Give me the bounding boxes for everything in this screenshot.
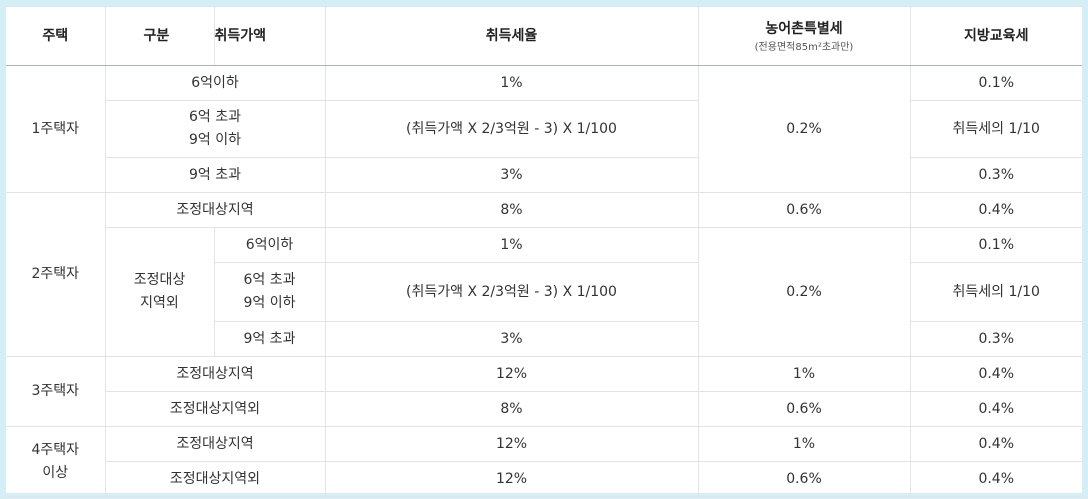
cell: 12% [324, 356, 699, 392]
cell: (취득가액 X 2/3억원 - 3) X 1/100 [324, 100, 699, 158]
row: 6억 초과 9억 이하 (취득가액 X 2/3억원 - 3) X 1/100 취… [6, 100, 1082, 158]
cell: 6억이하 [104, 65, 326, 101]
cell: 4주택자 이상 [6, 426, 106, 497]
header-cell: 취득세율 [324, 6, 699, 66]
row: 조정대상 지역외 6억이하 1% 0.2% 0.1% [6, 227, 1082, 357]
cell: 0.1% [909, 227, 1082, 263]
row: 조정대상지역외 8% 0.6% 0.4% [6, 391, 1082, 427]
cell: 0.6% [697, 192, 911, 228]
cell: 1% [324, 65, 699, 101]
row: 1주택자 6억이하 1% 0.2% 0.1% [6, 65, 1082, 193]
cell: 0.4% [909, 356, 1082, 392]
cell: 0.2% [697, 65, 911, 193]
cell: 8% [324, 192, 699, 228]
cell: 3% [324, 321, 699, 357]
header-text: 농어촌특별세 [765, 20, 843, 37]
header-cell: 구분 [104, 6, 215, 66]
cell: 0.6% [697, 391, 911, 427]
cell: 3주택자 [6, 356, 106, 427]
cell: 0.4% [909, 461, 1082, 497]
cell: 6억이하 [213, 227, 326, 263]
cell: 취득세의 1/10 [909, 100, 1082, 158]
cell: 조정대상지역 [104, 426, 326, 462]
header-row: 주택 구분 취득가액 취득세율 농어촌특별세 (전용면적85m²초과만) 지방교육… [6, 6, 1082, 66]
cell: 6억 초과 9억 이하 [105, 100, 326, 158]
row: 9억 초과 3% 0.3% [6, 157, 1082, 193]
header-cell: 농어촌특별세 (전용면적85m²초과만) [697, 6, 911, 66]
cell: 1% [697, 426, 911, 462]
row: 4주택자 이상 조정대상지역 12% 1% 0.4% [6, 426, 1082, 497]
row: 2주택자 조정대상지역 8% 0.6% 0.4% [6, 192, 1082, 357]
cell: (취득가액 X 2/3억원 - 3) X 1/100 [324, 262, 699, 322]
cell: 0.3% [909, 321, 1082, 357]
header-cell: 취득가액 [213, 6, 326, 66]
cell: 12% [324, 426, 699, 462]
cell: 조정대상지역 [104, 192, 326, 228]
cell: 0.4% [909, 391, 1082, 427]
cell: 조정대상지역외 [105, 461, 326, 497]
cell: 조정대상지역 [104, 356, 326, 392]
cell: 0.4% [909, 426, 1082, 462]
cell: 1% [697, 356, 911, 392]
cell: 0.2% [697, 227, 911, 357]
header-cell: 주택 [6, 6, 106, 66]
cell: 0.3% [909, 157, 1082, 193]
cell: 8% [324, 391, 699, 427]
cell: 1% [324, 227, 699, 263]
row: 6억 초과 9억 이하 (취득가액 X 2/3억원 - 3) X 1/100 취… [6, 262, 1082, 322]
cell: 2주택자 [6, 192, 106, 357]
tax-table: 주택 구분 취득가액 취득세율 농어촌특별세 (전용면적85m²초과만) 지방교육… [6, 6, 1082, 497]
row: 조정대상지역외 12% 0.6% 0.4% [6, 461, 1082, 497]
header-note: (전용면적85m²초과만) [754, 41, 854, 53]
cell: 12% [324, 461, 699, 497]
row: 3주택자 조정대상지역 12% 1% 0.4% [6, 356, 1082, 427]
cell: 조정대상 지역외 [105, 227, 215, 357]
cell: 3% [324, 157, 699, 193]
cell: 0.6% [697, 461, 911, 497]
cell: 0.4% [909, 192, 1082, 228]
row: 9억 초과 3% 0.3% [6, 321, 1082, 357]
cell: 취득세의 1/10 [909, 262, 1082, 322]
cell: 조정대상지역외 [105, 391, 326, 427]
cell: 6억 초과 9억 이하 [214, 262, 326, 322]
cell: 0.1% [909, 65, 1082, 101]
header-cell: 지방교육세 [909, 6, 1082, 66]
cell: 1주택자 [6, 65, 106, 193]
cell: 9억 초과 [105, 157, 326, 193]
cell: 9억 초과 [214, 321, 326, 357]
